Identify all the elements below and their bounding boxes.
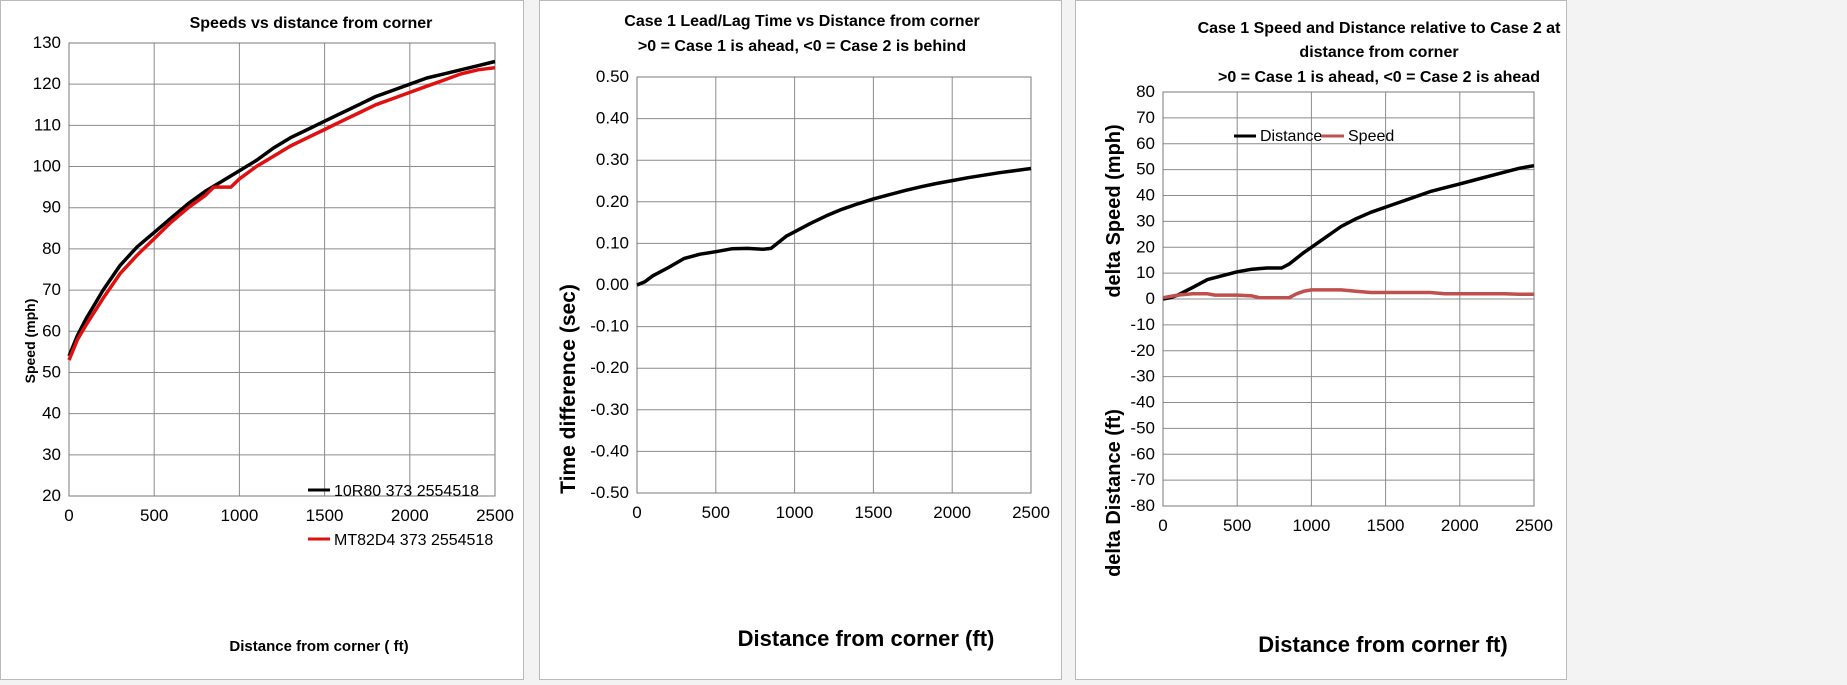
- distance-series-line: [1162, 163, 1535, 301]
- y-tick-label: 30: [1136, 211, 1155, 230]
- y-tick-label: 60: [1136, 134, 1155, 153]
- y-tick-label: -0.10: [590, 317, 629, 336]
- y-tick-label: 50: [42, 362, 61, 381]
- x-tick-label: 2500: [1515, 516, 1553, 535]
- plot-area: [68, 42, 496, 497]
- x-tick-label: 1500: [306, 506, 344, 525]
- x-tick-label: 500: [140, 506, 168, 525]
- time-difference-chart: Case 1 Lead/Lag Time vs Distance from co…: [557, 13, 1050, 651]
- chart-panel-time-difference: Case 1 Lead/Lag Time vs Distance from co…: [539, 0, 1062, 680]
- speeds-chart: Speeds vs distance from corner 20 30 40 50 6…: [22, 15, 514, 655]
- y-tick-label: 0.00: [596, 275, 629, 294]
- y-axis-label-lower: delta Distance (ft): [1103, 409, 1125, 577]
- x-tick-label: 0: [64, 506, 73, 525]
- y-tick-label: -0.30: [590, 400, 629, 419]
- y-tick-label: -0.50: [590, 483, 629, 502]
- y-tick-label: 0.10: [596, 233, 629, 252]
- y-tick-label: -60: [1130, 444, 1155, 463]
- y-tick-label: 30: [42, 445, 61, 464]
- y-tick-label: -80: [1130, 496, 1155, 515]
- y-axis-label: Time difference (sec): [557, 284, 580, 494]
- y-tick-label: 0.40: [596, 109, 629, 128]
- y-tick-label: 20: [1136, 237, 1155, 256]
- y-tick-label: 120: [33, 74, 61, 93]
- chart-title-line-2: distance from corner: [1299, 44, 1458, 61]
- y-tick-label: 0.20: [596, 192, 629, 211]
- legend: Distance Speed: [1234, 128, 1394, 145]
- y-tick-label: 50: [1136, 160, 1155, 179]
- x-tick-label: 1500: [1367, 516, 1405, 535]
- chart-title-line-1: Case 1 Lead/Lag Time vs Distance from co…: [624, 13, 979, 30]
- x-tick-label: 0: [1158, 516, 1167, 535]
- y-tick-label: 130: [33, 33, 61, 52]
- x-tick-label: 1500: [854, 503, 892, 522]
- y-tick-label: -10: [1130, 315, 1155, 334]
- chart-title: Speeds vs distance from corner: [190, 15, 433, 32]
- y-tick-label: 40: [1136, 186, 1155, 205]
- y-tick-label: 0.30: [596, 150, 629, 169]
- y-axis-label: Speed (mph): [22, 299, 38, 384]
- legend-label-distance: Distance: [1260, 128, 1322, 145]
- y-tick-label: 40: [42, 404, 61, 423]
- chart-panel-relative: Case 1 Speed and Distance relative to Ca…: [1075, 0, 1567, 680]
- y-tick-label: 80: [1136, 82, 1155, 101]
- legend-label-10r80: 10R80 373 2554518: [334, 483, 479, 500]
- relative-chart: Case 1 Speed and Distance relative to Ca…: [1103, 20, 1562, 657]
- y-tick-label: 0.50: [596, 67, 629, 86]
- y-tick-label: 60: [42, 321, 61, 340]
- y-tick-label: -70: [1130, 470, 1155, 489]
- chart-title-line-3: >0 = Case 1 is ahead, <0 = Case 2 is ahe…: [1218, 69, 1540, 86]
- time-difference-series-line: [636, 166, 1032, 287]
- y-tick-label: -0.40: [590, 441, 629, 460]
- y-tick-label: 20: [42, 486, 61, 505]
- y-tick-label: -40: [1130, 393, 1155, 412]
- y-tick-label: 80: [42, 239, 61, 258]
- chart-title-line-2: >0 = Case 1 is ahead, <0 = Case 2 is beh…: [638, 38, 966, 55]
- mt82d4-373-2554518-series-line: [67, 65, 496, 361]
- y-tick-label: 70: [42, 280, 61, 299]
- y-tick-label: 10: [1136, 263, 1155, 282]
- x-tick-label: 2500: [476, 506, 514, 525]
- y-tick-label: 110: [34, 115, 61, 134]
- y-tick-label: -30: [1130, 367, 1155, 386]
- y-tick-label: -20: [1130, 341, 1155, 360]
- chart-title-line-1: Case 1 Speed and Distance relative to Ca…: [1198, 20, 1562, 37]
- x-tick-label: 500: [1223, 516, 1251, 535]
- x-tick-label: 2500: [1012, 503, 1050, 522]
- y-tick-label: 70: [1136, 108, 1155, 127]
- speed-series-line: [1162, 288, 1534, 300]
- legend: 10R80 373 2554518 MT82D4 373 2554518: [308, 483, 493, 549]
- 10r80-373-2554518-series-line: [67, 59, 496, 357]
- x-tick-label: 0: [632, 503, 641, 522]
- x-axis-label: Distance from corner (ft): [738, 626, 995, 651]
- x-tick-label: 2000: [391, 506, 429, 525]
- legend-label-mt82d4: MT82D4 373 2554518: [334, 532, 493, 549]
- y-tick-label: 90: [42, 198, 61, 217]
- y-tick-label: -0.20: [590, 358, 629, 377]
- x-tick-label: 1000: [776, 503, 814, 522]
- x-axis-label: Distance from corner ft): [1258, 632, 1507, 657]
- chart-panel-speeds: Speeds vs distance from corner 20 30 40 50 6…: [0, 0, 524, 680]
- x-tick-label: 1000: [220, 506, 258, 525]
- y-tick-label: -50: [1130, 418, 1155, 437]
- y-tick-label: 100: [33, 157, 61, 176]
- x-axis-label: Distance from corner ( ft): [229, 638, 408, 655]
- y-axis-label-upper: delta Speed (mph): [1103, 124, 1125, 297]
- y-tick-label: 0: [1146, 289, 1155, 308]
- x-tick-label: 2000: [933, 503, 971, 522]
- x-tick-label: 2000: [1441, 516, 1479, 535]
- x-tick-label: 1000: [1292, 516, 1330, 535]
- legend-label-speed: Speed: [1348, 128, 1394, 145]
- x-tick-label: 500: [702, 503, 730, 522]
